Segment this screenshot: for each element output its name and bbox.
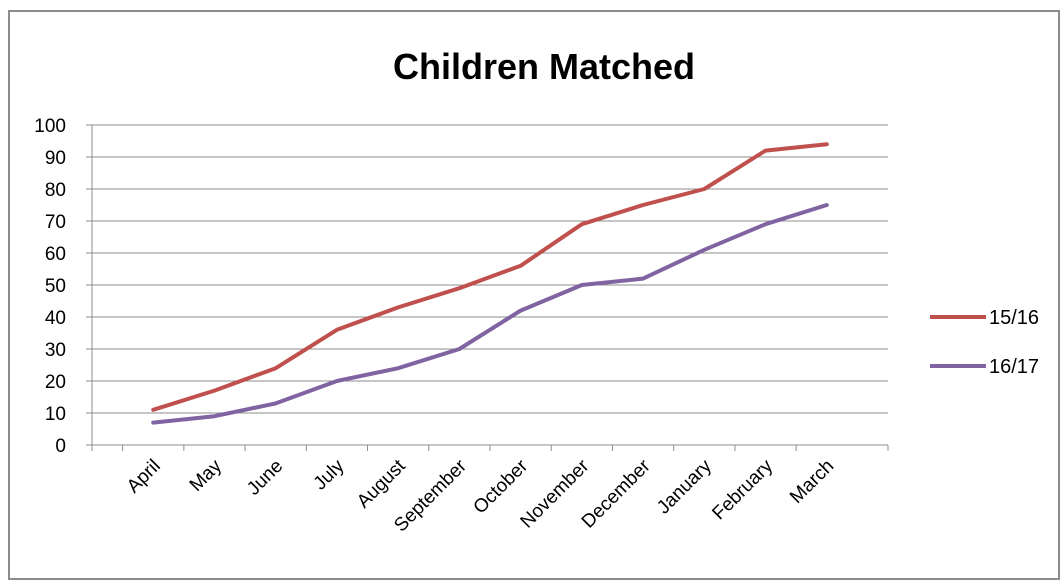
y-tick-label: 100 [34,116,66,137]
y-tick-label: 80 [45,180,66,201]
y-tick-label: 30 [45,340,66,361]
legend-label: 15/16 [989,307,1039,329]
series-lines [151,142,829,425]
y-tick-label: 10 [45,404,66,425]
x-tick-label: October [470,455,533,518]
y-tick-label: 90 [45,148,66,169]
gridlines [92,124,888,414]
y-axis-tick-labels: 0 10 20 30 40 50 60 70 80 90 100 [34,116,66,457]
chart-title: Children Matched [393,46,695,87]
legend-label: 16/17 [989,356,1039,378]
y-tick-label: 70 [45,212,66,233]
x-tick-label: August [353,455,410,512]
y-tick-label: 0 [55,436,66,457]
x-tick-label: May [186,455,227,496]
y-tick-label: 20 [45,372,66,393]
x-tick-label: March [786,456,838,508]
y-tick-label: 40 [45,308,66,329]
x-tick-label: February [708,455,777,524]
y-tick-label: 60 [45,244,66,265]
series-line-1 [151,142,829,412]
x-tick-label: January [653,455,716,518]
series-line-2 [151,203,829,425]
chart-frame [8,10,1060,580]
x-axis-tick-labels: April May June July AugustSeptemberOctoberNo… [123,455,838,536]
y-tick-label: 50 [45,276,66,297]
legend: 15/16 16/17 [930,307,1039,378]
x-tick-label: April [123,456,165,498]
axes [86,124,889,451]
x-tick-label: July [310,455,349,494]
x-tick-label: June [243,456,287,500]
